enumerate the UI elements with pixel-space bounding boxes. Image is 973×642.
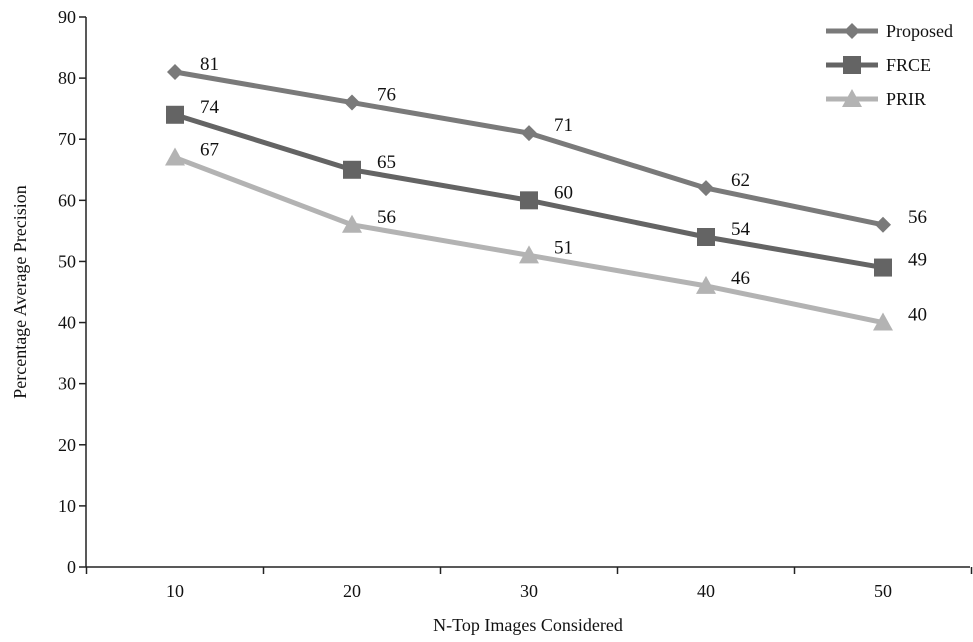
data-point — [698, 180, 714, 197]
data-point — [519, 245, 539, 264]
x-tick-label: 20 — [343, 581, 361, 601]
data-label: 60 — [554, 182, 573, 203]
y-tick-label: 70 — [58, 129, 76, 149]
data-point — [165, 147, 185, 166]
data-label: 49 — [908, 250, 927, 271]
y-tick-label: 0 — [67, 557, 76, 577]
legend-marker — [842, 89, 862, 107]
data-label: 74 — [200, 97, 220, 118]
y-axis-title: Percentage Average Precision — [10, 185, 30, 399]
data-point — [875, 216, 891, 233]
x-tick-label: 50 — [874, 581, 892, 601]
axes — [85, 17, 970, 568]
data-point — [874, 258, 892, 277]
data-label: 46 — [731, 268, 750, 289]
series-line — [174, 155, 884, 326]
x-tick-label: 10 — [166, 581, 184, 601]
y-tick-label: 50 — [58, 251, 76, 271]
x-tick-label: 30 — [520, 581, 538, 601]
data-point — [167, 64, 183, 80]
legend-label: PRIR — [886, 89, 926, 109]
data-label: 81 — [200, 54, 219, 75]
data-point — [696, 275, 716, 294]
data-point — [342, 214, 362, 233]
legend-label: FRCE — [886, 55, 931, 75]
legend-label: Proposed — [886, 21, 953, 41]
x-tick-label: 40 — [697, 581, 715, 601]
data-label: 67 — [200, 140, 219, 161]
y-tick-label: 30 — [58, 374, 76, 394]
data-label: 62 — [731, 170, 750, 191]
data-label: 51 — [554, 237, 573, 258]
y-tick-label: 10 — [58, 496, 76, 516]
x-ticks: 10 20 30 40 50 — [85, 567, 973, 601]
x-axis-title: N-Top Images Considered — [433, 615, 623, 635]
y-ticks: 0 10 20 30 40 50 60 70 80 90 — [58, 7, 86, 577]
data-point — [520, 191, 538, 210]
data-label: 76 — [377, 85, 396, 106]
data-label: 56 — [377, 207, 396, 228]
data-label: 54 — [731, 219, 751, 240]
y-tick-label: 40 — [58, 313, 76, 333]
data-point — [343, 160, 361, 179]
legend-marker — [844, 23, 860, 39]
data-point — [697, 228, 715, 246]
y-tick-label: 80 — [58, 68, 76, 88]
data-labels: 81 76 71 62 56 74 65 60 54 49 67 56 51 46 40 — [200, 54, 927, 326]
data-label: 56 — [908, 207, 927, 228]
y-tick-label: 20 — [58, 435, 76, 455]
data-point — [521, 125, 537, 142]
legend: Proposed FRCE PRIR — [826, 21, 953, 109]
data-point — [344, 94, 360, 111]
y-tick-label: 60 — [58, 190, 76, 210]
series — [165, 64, 893, 331]
data-point — [166, 105, 184, 124]
data-label: 65 — [377, 152, 396, 173]
data-point — [873, 312, 893, 331]
y-tick-label: 90 — [58, 7, 76, 27]
legend-marker — [843, 56, 861, 74]
data-label: 40 — [908, 305, 927, 326]
data-label: 71 — [554, 115, 573, 136]
